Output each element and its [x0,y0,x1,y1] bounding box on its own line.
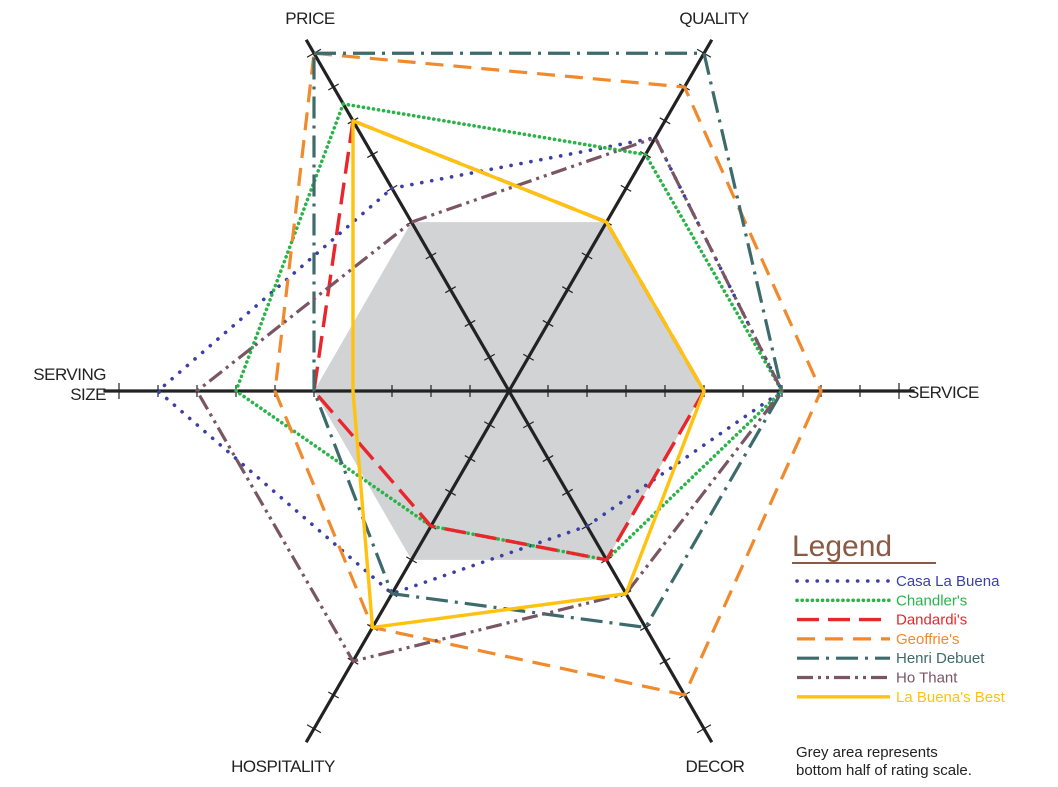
legend-title: Legend [792,530,892,563]
legend-label: Henri Debuet [896,650,985,667]
legend-label: La Buena's Best [896,689,1006,706]
axis-tick [562,488,573,496]
legend-item: Chandler's [795,592,967,609]
legend-item: Ho Thant [797,670,958,687]
legend-item: Casa La Buena [795,573,1000,590]
axis-tick [367,151,378,159]
legend-item: Geoffrie's [797,631,959,648]
axis-tick [640,623,651,631]
note-line-2: bottom half of rating scale. [796,762,972,779]
series-henri-debuet [312,51,784,630]
axis-tick [620,184,632,192]
axis-tick [562,286,573,294]
axis-tick [484,421,495,429]
axis-tick [328,83,339,91]
axis-tick [523,353,534,361]
legend-label: Casa La Buena [896,573,1000,590]
series-casa-la-buena [156,135,784,596]
legend-label: Geoffrie's [896,631,959,648]
axis-label-decor: DECOR [686,757,745,776]
legend-label: Ho Thant [896,670,958,687]
note-line-1: Grey area represents [796,744,938,761]
axis-tick [306,724,322,734]
series-la-buena-s-best [351,119,706,630]
legend-item: Henri Debuet [797,650,985,667]
axis-label-service: SERVICE [908,383,979,402]
axis-tick [659,117,671,125]
legend-items: Casa La Buena Chandler's Dandardi's Geoffri… [795,573,1006,706]
axis-tick [484,353,495,361]
axis-line-hospitality [304,390,511,744]
axis-line-price [304,38,511,392]
series-geoffrie-s [273,51,823,697]
legend-item: Dandardi's [797,612,967,629]
axis-tick [464,319,476,327]
axis-line-decor [507,390,714,744]
axis-label-quality: QUALITY [679,9,748,28]
legend-label: Chandler's [896,592,967,609]
axis-tick [406,556,417,564]
axis-label-serving-size: SERVING SIZE [33,365,106,404]
axis-label-hospitality: HOSPITALITY [231,757,335,776]
series-layer [156,51,823,697]
axis-tick [523,421,534,429]
axis-tick [445,488,456,496]
series-dandardi-s [312,119,706,562]
axis-tick [542,455,554,463]
axis-tick [542,319,554,327]
axis-tick [328,691,339,699]
axis-label-price: PRICE [285,9,335,28]
axis-line-quality [507,38,714,392]
grey-area-note: Grey area represents bottom half of rati… [796,744,972,779]
series-chandler-s [234,102,784,562]
legend: Legend Casa La Buena Chandler's Dandardi's… [792,530,1006,706]
series-ho-thant [195,136,784,663]
axes-layer [103,38,915,744]
axis-tick [445,286,456,294]
axis-tick [581,252,593,260]
axis-labels-layer: PRICE QUALITY SERVICE DECOR HOSPITALITY SERVI… [33,9,979,776]
legend-item: La Buena's Best [797,689,1006,706]
legend-label: Dandardi's [896,612,967,629]
axis-tick [425,252,437,260]
axis-tick [659,657,671,665]
axis-tick [696,724,712,734]
axis-tick [464,455,476,463]
